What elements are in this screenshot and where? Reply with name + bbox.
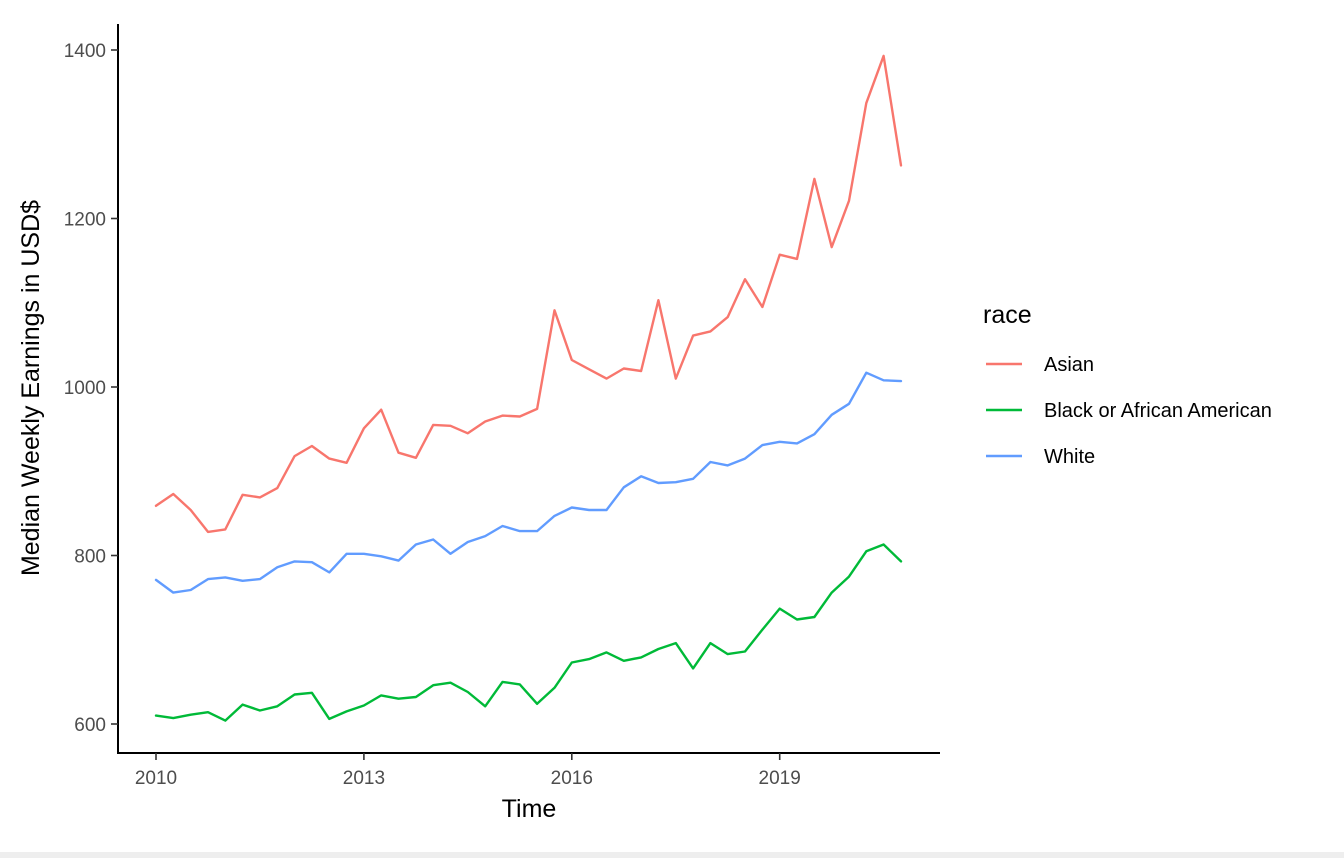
- legend-item-black-or-african-american: Black or African American: [986, 400, 1272, 422]
- legend-items: Asian Black or African American White: [986, 354, 1272, 468]
- x-axis-title: Time: [502, 795, 557, 823]
- legend-label-white: White: [1044, 446, 1095, 468]
- x-tick-label: 2013: [343, 768, 385, 789]
- x-tick-label: 2019: [759, 768, 801, 789]
- legend: race Asian Black or African American White: [983, 301, 1272, 468]
- legend-label-black-or-african-american: Black or African American: [1044, 400, 1272, 422]
- y-tick-label: 1000: [64, 378, 106, 399]
- x-tick-label: 2010: [135, 768, 177, 789]
- legend-item-white: White: [986, 446, 1095, 468]
- y-tick-label: 1400: [64, 41, 106, 62]
- series-lines: [154, 54, 903, 722]
- y-tick-label: 1200: [64, 210, 106, 231]
- y-axis-title: Median Weekly Earnings in USD$: [17, 200, 45, 576]
- series-line-white: [154, 371, 903, 594]
- y-tick-label: 800: [74, 547, 106, 568]
- series-line-black-or-african-american: [154, 543, 903, 722]
- axis-ticks: 600 800 1000 1200 1400 2010 2013 2016 2019: [64, 41, 801, 789]
- axes: [117, 24, 940, 754]
- series-line-asian: [154, 54, 903, 534]
- x-tick-label: 2016: [551, 768, 593, 789]
- legend-label-asian: Asian: [1044, 354, 1094, 376]
- legend-title: race: [983, 301, 1032, 329]
- legend-item-asian: Asian: [986, 354, 1094, 376]
- y-tick-label: 600: [74, 715, 106, 736]
- footer-divider: [0, 852, 1344, 858]
